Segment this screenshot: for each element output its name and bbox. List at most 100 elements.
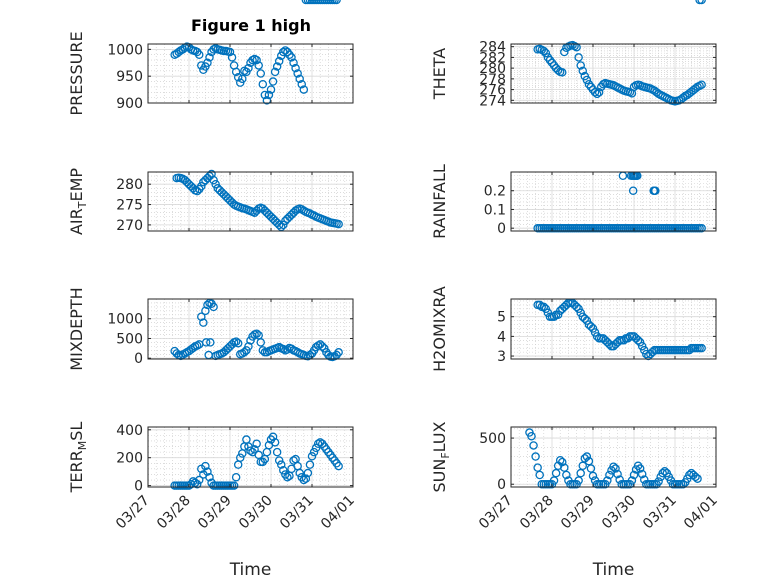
data-point xyxy=(531,452,540,461)
data-point xyxy=(240,348,249,357)
data-point xyxy=(628,186,638,195)
data-point xyxy=(605,470,614,480)
data-point xyxy=(529,441,538,450)
data-point xyxy=(256,338,265,347)
major-grid xyxy=(148,427,353,487)
y-tick-label: 0.2 xyxy=(484,184,506,200)
data-series xyxy=(533,298,706,361)
axes-box xyxy=(510,43,717,104)
data-point xyxy=(535,470,544,480)
tick-marks xyxy=(510,172,717,231)
data-point xyxy=(305,460,315,469)
data-point xyxy=(697,223,706,233)
data-point xyxy=(678,479,688,489)
y-tick-label: 280 xyxy=(479,61,506,77)
axes-box xyxy=(147,171,354,232)
data-series xyxy=(170,432,343,490)
data-point xyxy=(291,63,300,73)
y-axis-label: AIRTEMP xyxy=(67,168,89,235)
data-point xyxy=(588,471,598,481)
data-point xyxy=(192,479,202,489)
axes-box xyxy=(147,298,354,360)
data-point xyxy=(603,476,612,485)
y-axis-label: THETA xyxy=(430,48,449,100)
y-axis-label: TERRMSL xyxy=(67,422,89,494)
data-point xyxy=(541,48,551,58)
axes-box xyxy=(510,298,717,360)
subplot-h2omixra: 3 4 5 H2OMIXRA xyxy=(430,286,717,372)
y-tick-label: 278 xyxy=(479,72,506,88)
data-point xyxy=(283,345,292,354)
data-point xyxy=(233,338,243,348)
data-point xyxy=(264,90,274,100)
y-axis-label: MIXDEPTH xyxy=(67,287,86,370)
x-axis-label: Time xyxy=(592,560,635,580)
y-tick-label: 0 xyxy=(134,479,143,495)
data-point xyxy=(274,456,284,465)
y-tick-label: 950 xyxy=(116,69,143,85)
x-axis-label: Time xyxy=(229,560,272,580)
data-point xyxy=(225,47,235,57)
subplot-mixdepth: 0 500 1000 MIXDEPTH xyxy=(67,287,354,371)
data-point xyxy=(266,85,276,94)
data-point xyxy=(211,179,220,189)
data-point xyxy=(609,462,618,471)
data-point xyxy=(289,58,298,68)
data-point xyxy=(274,220,284,230)
data-series xyxy=(533,40,706,106)
data-point xyxy=(287,344,296,353)
major-grid xyxy=(511,299,716,359)
data-point xyxy=(197,181,206,191)
data-point xyxy=(188,343,198,353)
data-point xyxy=(301,474,311,483)
data-point xyxy=(295,468,304,478)
data-point xyxy=(629,470,639,480)
data-series xyxy=(525,0,706,489)
data-point xyxy=(272,62,282,71)
y-tick-label: 274 xyxy=(479,93,506,109)
y-tick-label: 200 xyxy=(116,451,143,467)
data-point xyxy=(246,446,255,455)
figure-title: Figure 1 high xyxy=(191,16,311,35)
y-tick-label: 400 xyxy=(116,423,143,439)
data-point xyxy=(279,466,288,475)
data-point xyxy=(256,69,265,78)
data-point xyxy=(201,461,210,471)
data-point xyxy=(205,472,214,482)
y-axis-label: SUNFLUX xyxy=(430,421,452,492)
y-tick-label: 280 xyxy=(116,177,143,193)
data-point xyxy=(250,445,259,454)
data-point xyxy=(553,66,563,75)
data-point xyxy=(605,339,614,349)
y-tick-label: 282 xyxy=(479,50,506,66)
tick-marks xyxy=(147,299,354,359)
y-tick-label: 0 xyxy=(497,477,506,493)
data-point xyxy=(334,219,343,229)
data-point xyxy=(194,50,204,59)
data-point xyxy=(697,80,706,90)
data-point xyxy=(555,455,565,465)
data-series xyxy=(533,171,706,233)
y-tick-label: 5 xyxy=(497,310,506,326)
data-point xyxy=(584,456,594,466)
data-point xyxy=(297,79,306,89)
data-point xyxy=(279,220,288,230)
data-point xyxy=(637,469,647,479)
data-point xyxy=(238,74,247,84)
data-point xyxy=(334,461,343,471)
data-point xyxy=(660,467,670,476)
y-tick-label: 1000 xyxy=(107,312,143,328)
data-point xyxy=(244,63,253,73)
tick-marks xyxy=(510,44,717,103)
data-point xyxy=(539,302,549,312)
data-point xyxy=(572,302,581,312)
data-point xyxy=(651,186,660,195)
data-point xyxy=(576,468,585,478)
data-point xyxy=(697,0,706,5)
data-point xyxy=(192,186,202,196)
data-point xyxy=(268,432,278,442)
data-point xyxy=(203,58,212,68)
y-tick-label: 500 xyxy=(116,331,143,347)
y-tick-label: 900 xyxy=(116,96,143,112)
data-point xyxy=(209,175,218,185)
